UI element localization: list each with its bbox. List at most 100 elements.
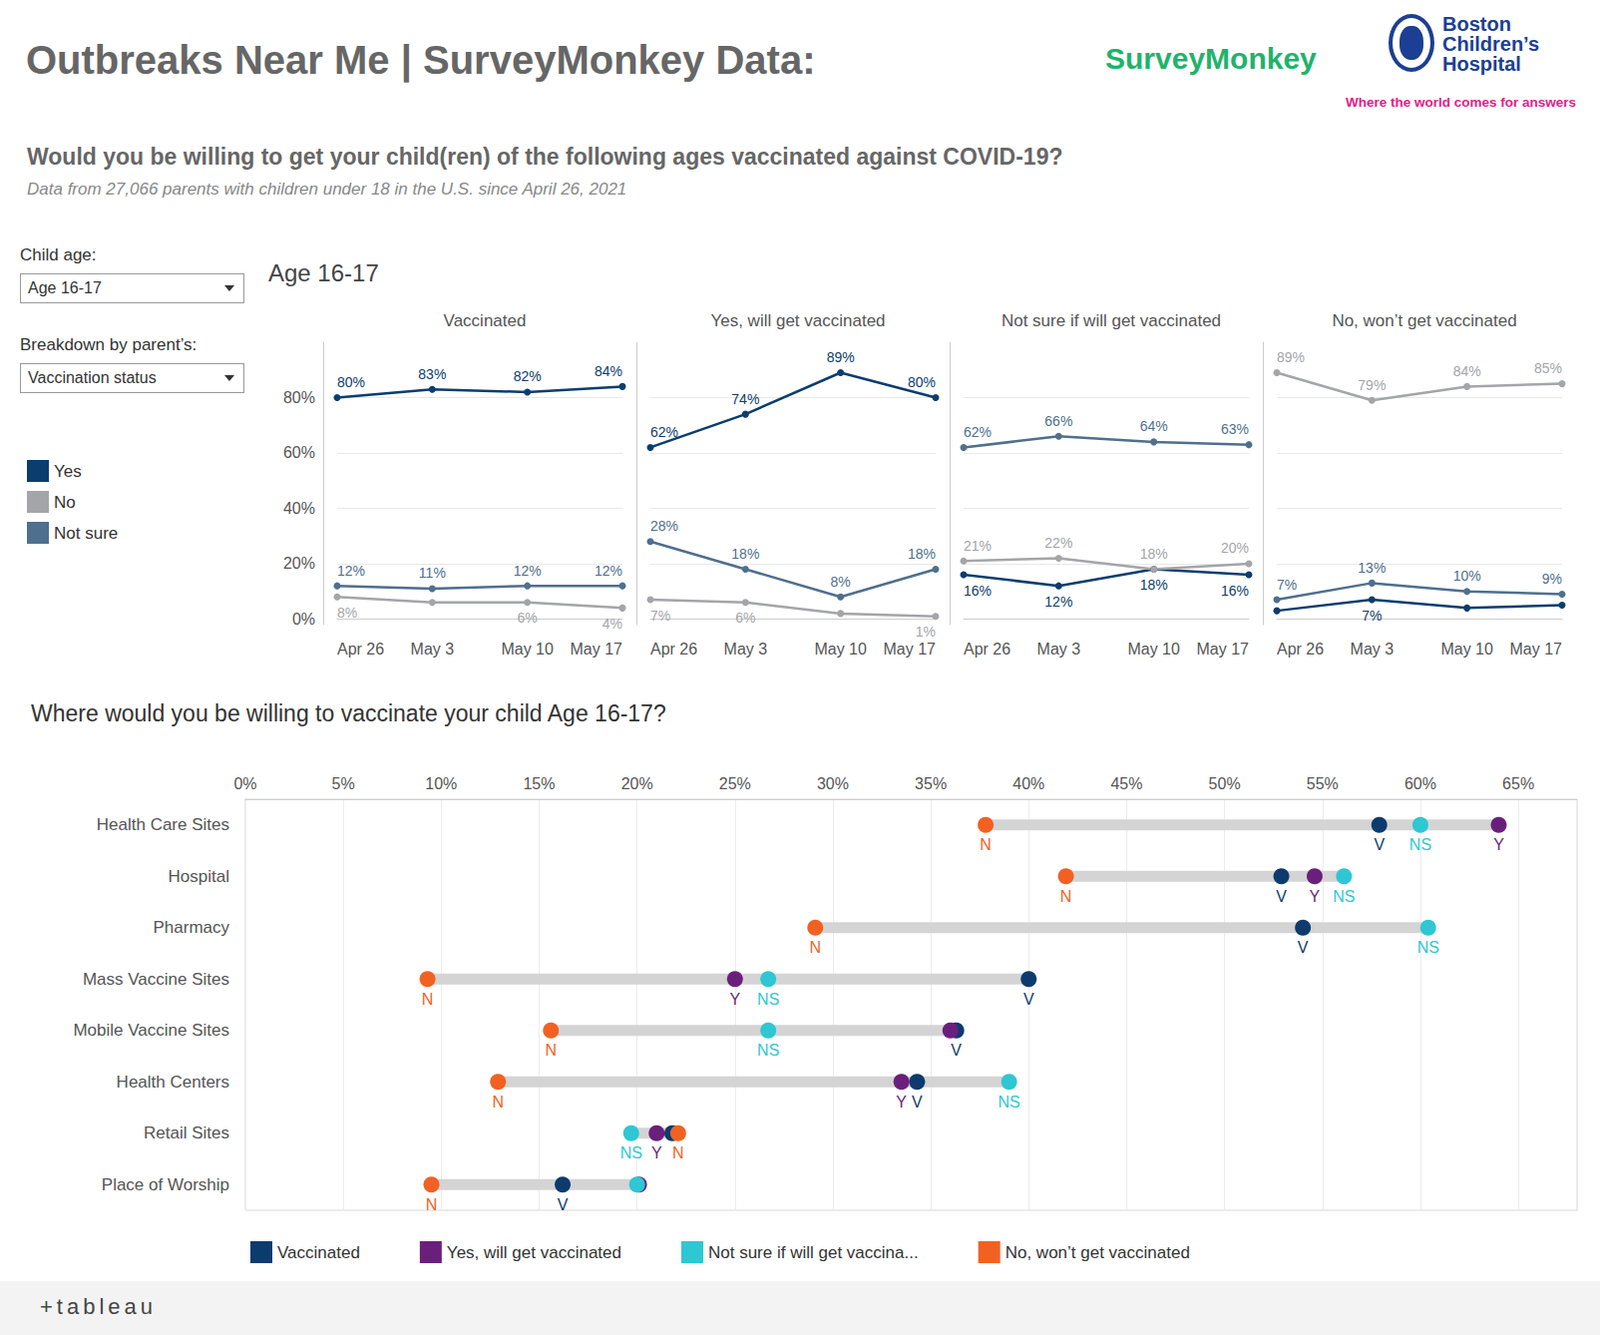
svg-text:63%: 63% (1220, 420, 1249, 437)
svg-text:20%: 20% (1220, 539, 1249, 556)
svg-text:21%: 21% (963, 537, 992, 554)
svg-text:Y: Y (895, 1093, 907, 1111)
svg-text:Health Centers: Health Centers (116, 1072, 230, 1092)
svg-text:22%: 22% (1044, 534, 1073, 551)
svg-text:N: N (1060, 887, 1073, 905)
svg-text:15%: 15% (522, 775, 555, 793)
svg-text:79%: 79% (1357, 377, 1386, 394)
svg-text:89%: 89% (1276, 349, 1305, 366)
svg-text:Y: Y (1309, 887, 1321, 905)
svg-text:18%: 18% (731, 545, 760, 562)
svg-text:May 3: May 3 (724, 640, 769, 658)
svg-text:Apr 26: Apr 26 (337, 640, 385, 658)
svg-text:Apr 26: Apr 26 (963, 640, 1011, 658)
svg-text:May 17: May 17 (1197, 640, 1250, 658)
svg-text:5%: 5% (332, 775, 356, 793)
svg-text:Pharmacy: Pharmacy (152, 917, 230, 937)
svg-text:V: V (950, 1041, 962, 1059)
svg-text:N: N (491, 1093, 504, 1111)
svg-text:65%: 65% (1502, 775, 1535, 793)
svg-text:May 10: May 10 (1440, 640, 1494, 658)
svg-text:80%: 80% (283, 389, 316, 406)
svg-text:Yes, will get vaccinated: Yes, will get vaccinated (710, 311, 885, 331)
svg-text:May 3: May 3 (1037, 640, 1082, 658)
svg-text:6%: 6% (735, 609, 756, 626)
svg-text:NS: NS (757, 990, 780, 1008)
svg-text:89%: 89% (826, 349, 855, 366)
svg-text:20%: 20% (621, 775, 654, 793)
svg-text:18%: 18% (907, 545, 936, 562)
svg-text:May 17: May 17 (883, 640, 937, 658)
svg-text:55%: 55% (1306, 775, 1339, 793)
svg-text:N: N (809, 938, 822, 956)
svg-text:NS: NS (620, 1144, 643, 1162)
svg-text:Where would you be willing to: Where would you be willing to vaccinate … (30, 700, 667, 727)
svg-text:30%: 30% (816, 775, 849, 793)
svg-text:Retail Sites: Retail Sites (143, 1123, 230, 1143)
svg-text:Hospital: Hospital (168, 866, 230, 886)
svg-text:62%: 62% (963, 423, 992, 440)
svg-text:18%: 18% (1140, 545, 1169, 562)
svg-text:66%: 66% (1044, 412, 1073, 429)
svg-text:V: V (1275, 887, 1287, 905)
svg-text:V: V (911, 1093, 923, 1111)
svg-text:Health Care Sites: Health Care Sites (96, 814, 230, 834)
svg-text:No, won’t get vaccinated: No, won’t get vaccinated (1005, 1242, 1191, 1262)
svg-text:NS: NS (998, 1093, 1021, 1111)
svg-text:Apr 26: Apr 26 (1276, 640, 1324, 658)
svg-text:Not sure if will get vaccinate: Not sure if will get vaccinated (1001, 311, 1221, 331)
svg-text:Age 16-17: Age 16-17 (268, 259, 380, 287)
svg-text:11%: 11% (418, 564, 446, 581)
svg-text:80%: 80% (337, 374, 366, 391)
svg-text:N: N (544, 1041, 557, 1059)
svg-text:May 3: May 3 (1350, 640, 1395, 658)
svg-text:V: V (1297, 938, 1309, 956)
svg-text:Yes: Yes (53, 461, 82, 481)
svg-text:Place of Worship: Place of Worship (101, 1175, 230, 1195)
svg-text:20%: 20% (283, 554, 316, 572)
svg-text:64%: 64% (1140, 417, 1169, 434)
svg-text:85%: 85% (1534, 360, 1563, 377)
svg-text:Mass Vaccine Sites: Mass Vaccine Sites (82, 969, 230, 989)
svg-text:16%: 16% (1220, 582, 1249, 599)
svg-text:74%: 74% (731, 391, 760, 407)
svg-text:4%: 4% (602, 615, 623, 632)
svg-text:40%: 40% (283, 499, 316, 517)
svg-text:May 3: May 3 (410, 640, 455, 658)
svg-text:8%: 8% (830, 573, 851, 590)
svg-text:NS: NS (1417, 938, 1440, 956)
svg-text:28%: 28% (650, 517, 679, 534)
svg-text:16%: 16% (963, 582, 992, 599)
svg-text:Apr 26: Apr 26 (650, 640, 698, 658)
svg-text:12%: 12% (513, 562, 542, 579)
svg-text:May 17: May 17 (1510, 640, 1564, 658)
svg-text:N: N (425, 1196, 438, 1213)
svg-text:82%: 82% (513, 368, 542, 385)
svg-text:45%: 45% (1110, 775, 1143, 793)
svg-text:60%: 60% (283, 443, 316, 461)
svg-text:May 17: May 17 (570, 640, 624, 658)
svg-text:7%: 7% (1361, 607, 1382, 624)
svg-text:83%: 83% (417, 366, 446, 383)
svg-text:84%: 84% (1453, 363, 1482, 380)
svg-text:N: N (979, 835, 992, 853)
svg-text:NS: NS (1409, 835, 1432, 853)
svg-text:8%: 8% (337, 604, 358, 621)
svg-text:Not sure: Not sure (53, 523, 118, 543)
svg-text:6%: 6% (517, 609, 538, 626)
svg-text:12%: 12% (1044, 593, 1073, 610)
svg-text:Y: Y (1493, 835, 1505, 853)
svg-text:50%: 50% (1208, 775, 1241, 793)
svg-text:V: V (557, 1196, 569, 1213)
svg-text:9%: 9% (1542, 570, 1563, 587)
svg-text:1%: 1% (915, 623, 936, 640)
svg-text:7%: 7% (650, 607, 671, 624)
svg-text:60%: 60% (1404, 775, 1437, 793)
svg-text:25%: 25% (719, 775, 752, 793)
svg-text:V: V (1373, 835, 1385, 853)
svg-text:Mobile Vaccine Sites: Mobile Vaccine Sites (72, 1020, 230, 1040)
svg-text:62%: 62% (650, 423, 679, 440)
svg-text:10%: 10% (1453, 567, 1482, 584)
svg-text:Yes, will get vaccinated: Yes, will get vaccinated (446, 1242, 622, 1262)
svg-text:10%: 10% (424, 775, 457, 793)
